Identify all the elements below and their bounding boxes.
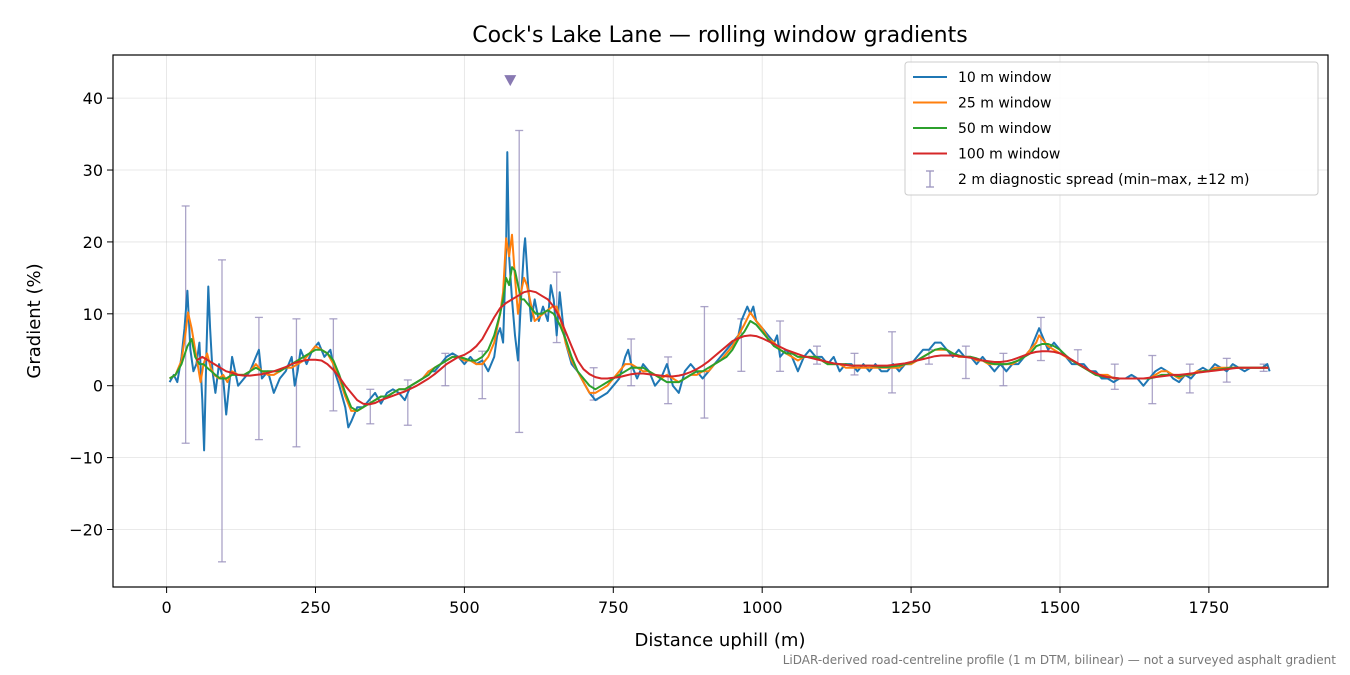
series-line-2 <box>169 233 1269 412</box>
footnote: LiDAR-derived road-centreline profile (1… <box>783 653 1337 667</box>
series-line-1 <box>168 151 1271 452</box>
diagnostic-spread-bar <box>888 331 897 394</box>
diagnostic-spread-bar <box>999 352 1008 387</box>
x-tick-label: 500 <box>449 598 480 617</box>
series-lines <box>168 151 1271 452</box>
y-tick-label: 30 <box>83 161 103 180</box>
diagnostic-spread-bars <box>181 129 1268 563</box>
x-tick-label: 0 <box>162 598 172 617</box>
series-line-4 <box>195 289 1269 406</box>
legend-swatch-diagnostic <box>926 170 934 188</box>
diagnostic-spread-bar <box>1110 363 1119 390</box>
plot-area-frame <box>112 54 1329 588</box>
diagnostic-spread-bar <box>812 345 821 365</box>
diagnostic-spread-bar <box>515 129 524 434</box>
y-tick-label: 10 <box>83 305 103 324</box>
legend-label-4: 100 m window <box>958 147 1060 163</box>
x-tick-label: 1500 <box>1040 598 1081 617</box>
y-tick-label: −20 <box>69 520 103 539</box>
legend-label-3: 50 m window <box>958 121 1051 137</box>
diagnostic-spread-bar <box>961 345 970 380</box>
x-tick-label: 1750 <box>1189 598 1230 617</box>
legend-box <box>904 61 1319 196</box>
diagnostic-spread-bar <box>217 259 226 563</box>
diagnostic-spread-bar <box>254 316 263 441</box>
legend-label-2: 25 m window <box>958 96 1051 112</box>
x-tick-label: 1000 <box>742 598 783 617</box>
y-tick-label: 40 <box>83 89 103 108</box>
x-axis-label: Distance uphill (m) <box>635 630 806 651</box>
series-line-3 <box>169 266 1269 412</box>
diagnostic-spread-bar <box>366 388 375 425</box>
peak-marker-layer <box>504 75 517 87</box>
y-tick-label: 20 <box>83 233 103 252</box>
axis-ticks: 0 250 500 750 1000 1250 1500 1750 −20 −10 0 10 20 30 4… <box>69 89 1229 617</box>
peak-marker <box>504 75 517 87</box>
x-tick-label: 750 <box>598 598 629 617</box>
legend-label-1: 10 m window <box>958 70 1051 86</box>
x-tick-label: 250 <box>300 598 331 617</box>
diagnostic-spread-bar <box>1148 354 1157 405</box>
chart-title: Cock's Lake Lane — rolling window gradie… <box>472 23 967 48</box>
diagnostic-spread-bar <box>478 350 487 400</box>
diagnostic-spread-bar <box>850 352 859 376</box>
y-tick-label: −10 <box>69 449 103 468</box>
legend-label-diagnostic: 2 m diagnostic spread (min–max, ±12 m) <box>958 172 1249 188</box>
x-tick-label: 1250 <box>891 598 932 617</box>
y-axis-label: Gradient (%) <box>24 263 45 378</box>
y-tick-label: 0 <box>93 377 103 396</box>
diagnostic-spread-bar <box>292 318 301 448</box>
legend: 10 m window 25 m window 50 m window 100 m w… <box>904 61 1319 196</box>
diagnostic-spread-bar <box>700 305 709 419</box>
